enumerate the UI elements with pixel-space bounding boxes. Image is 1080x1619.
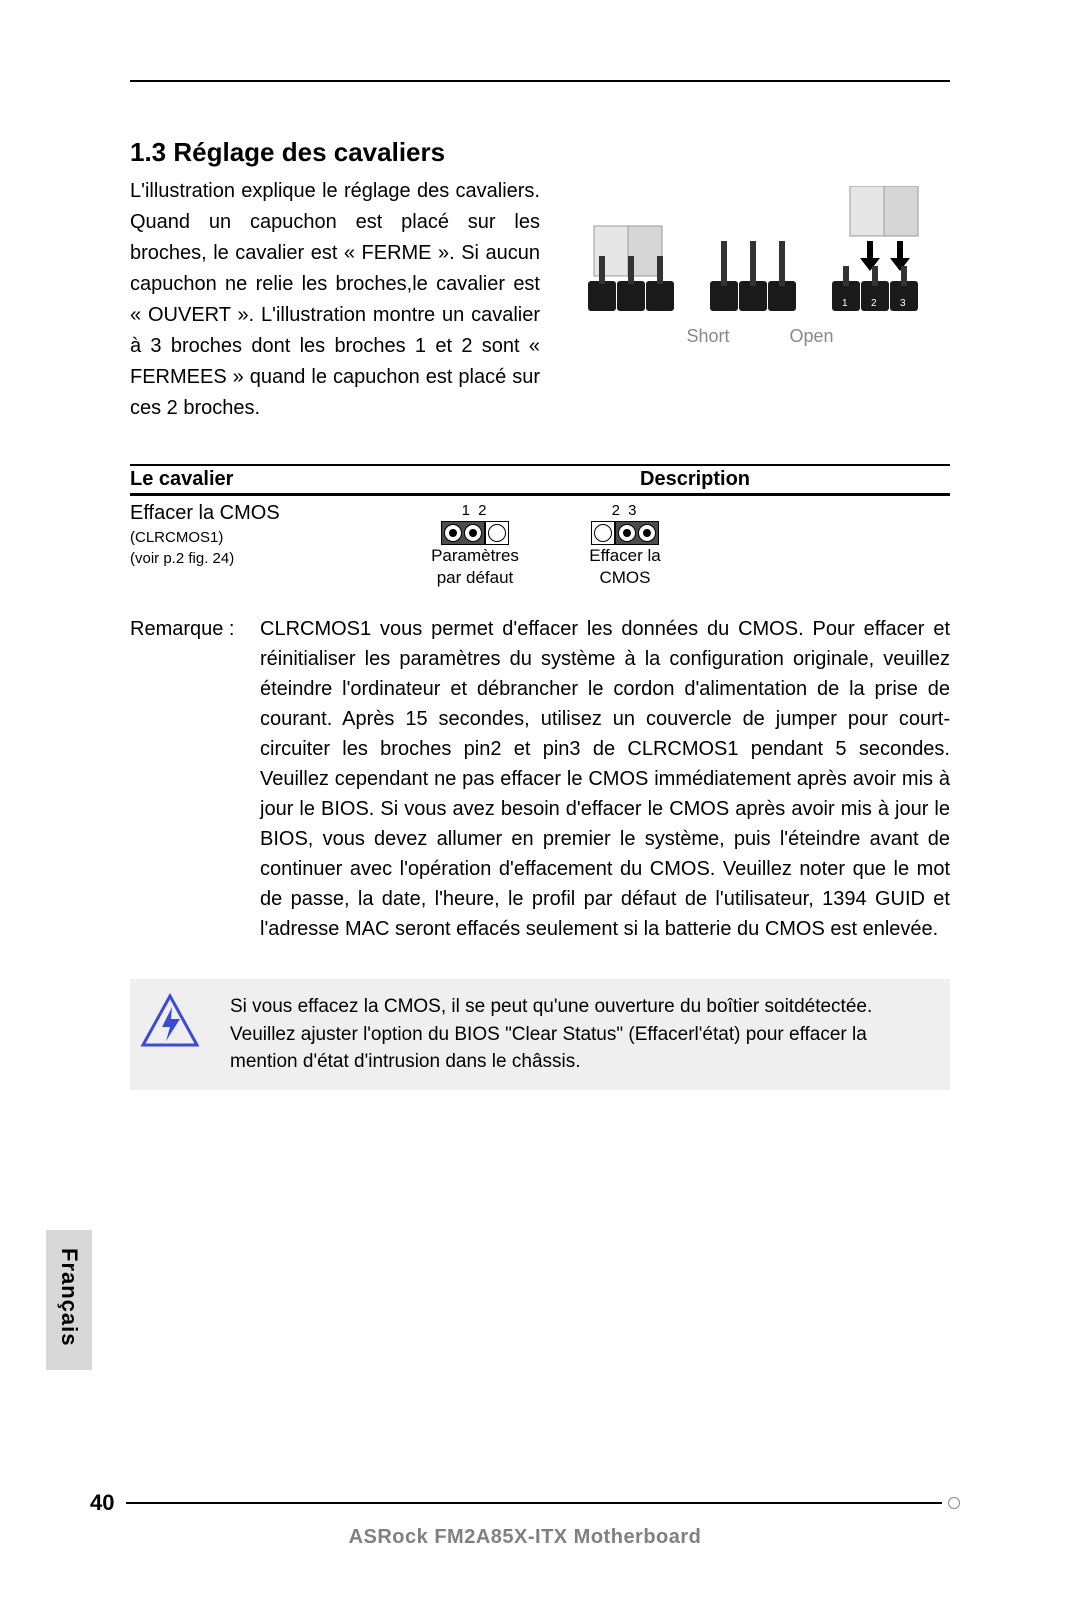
- page-footer: 40 ASRock FM2A85X-ITX Motherboard: [90, 1490, 960, 1549]
- pin-diagram-clear: 2 3 Effacer la CMOS: [589, 502, 661, 589]
- language-tab: Français: [46, 1230, 92, 1370]
- jumper-id: (CLRCMOS1): [130, 529, 400, 546]
- pin-diagram-default: 1 2 Paramètres par défaut: [431, 502, 519, 589]
- note-text: Si vous effacez la CMOS, il se peut qu'u…: [230, 993, 930, 1076]
- lightning-warning-icon: [140, 993, 200, 1053]
- illus-label-short: Short: [686, 326, 729, 347]
- pin-cap-b2: CMOS: [589, 567, 661, 589]
- remark-label: Remarque :: [130, 614, 260, 944]
- jumper-short-icon: [588, 186, 674, 316]
- language-label: Français: [56, 1248, 82, 1347]
- svg-text:3: 3: [900, 298, 906, 309]
- intro-paragraph: L'illustration explique le réglage des c…: [130, 176, 540, 424]
- warning-note: Si vous effacez la CMOS, il se peut qu'u…: [130, 979, 950, 1090]
- illus-label-open: Open: [789, 326, 833, 347]
- th-jumper: Le cavalier: [130, 468, 400, 491]
- remark-body: CLRCMOS1 vous permet d'effacer les donné…: [260, 614, 950, 944]
- product-name: ASRock FM2A85X-ITX Motherboard: [90, 1526, 960, 1549]
- pin-cap-a1: Paramètres: [431, 545, 519, 567]
- svg-text:2: 2: [871, 298, 877, 309]
- jumper-open-icon: [710, 186, 796, 316]
- top-rule: [130, 80, 950, 82]
- section-heading: 1.3 Réglage des cavaliers: [130, 137, 950, 168]
- page-number: 40: [90, 1490, 114, 1516]
- svg-text:1: 1: [842, 298, 848, 309]
- th-description: Description: [640, 468, 950, 491]
- pin-cap-b1: Effacer la: [589, 545, 661, 567]
- jumper-ref: (voir p.2 fig. 24): [130, 550, 400, 567]
- pin-nums-b: 2 3: [612, 502, 639, 519]
- jumper-table-header: Le cavalier Description: [130, 464, 950, 496]
- jumper-arrow-icon: 1 2 3: [832, 186, 932, 316]
- pin-cap-a2: par défaut: [431, 567, 519, 589]
- pin-nums-a: 1 2: [462, 502, 489, 519]
- jumper-table-row: Effacer la CMOS (CLRCMOS1) (voir p.2 fig…: [130, 496, 950, 589]
- jumper-name: Effacer la CMOS: [130, 502, 400, 525]
- jumper-illustration: 1 2 3 Short Open: [570, 176, 950, 424]
